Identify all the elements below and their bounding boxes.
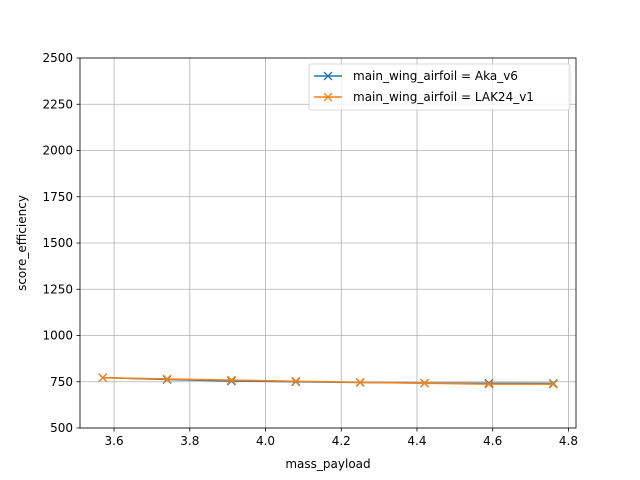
x-tick-label: 4.0 xyxy=(256,434,275,448)
y-axis-label: score_efficiency xyxy=(15,195,29,291)
x-tick-label: 4.2 xyxy=(332,434,351,448)
y-tick-label: 1500 xyxy=(42,236,73,250)
data-point-marker xyxy=(226,376,236,386)
legend-label: main_wing_airfoil = LAK24_v1 xyxy=(353,90,534,104)
x-tick-label: 4.6 xyxy=(483,434,502,448)
x-axis-label: mass_payload xyxy=(285,457,370,471)
x-axis-ticks: 3.6 3.8 4.0 4.2 4.4 4.6 4.8 xyxy=(105,428,578,448)
data-point-marker xyxy=(548,379,558,389)
y-tick-label: 1250 xyxy=(42,282,73,296)
legend-marker xyxy=(323,71,333,81)
x-tick-label: 4.8 xyxy=(559,434,578,448)
series-layer xyxy=(98,373,558,389)
y-tick-label: 1750 xyxy=(42,190,73,204)
y-tick-label: 500 xyxy=(50,421,73,435)
y-tick-label: 2000 xyxy=(42,144,73,158)
y-axis-ticks: 500 750 1000 1250 1500 1750 2000 2250 2500 xyxy=(42,51,80,435)
x-tick-label: 3.8 xyxy=(180,434,199,448)
data-point-marker xyxy=(98,373,108,383)
x-tick-label: 3.6 xyxy=(105,434,124,448)
y-tick-label: 1000 xyxy=(42,329,73,343)
data-point-marker xyxy=(420,378,430,388)
data-point-marker xyxy=(355,377,365,387)
data-point-marker xyxy=(162,374,172,384)
y-tick-label: 2500 xyxy=(42,51,73,65)
legend-label: main_wing_airfoil = Aka_v6 xyxy=(353,69,518,83)
legend-marker xyxy=(323,92,333,102)
legend: main_wing_airfoil = Aka_v6 main_wing_airf… xyxy=(308,63,571,111)
x-tick-label: 4.4 xyxy=(407,434,426,448)
data-point-marker xyxy=(291,376,301,386)
y-tick-label: 2250 xyxy=(42,97,73,111)
legend-box xyxy=(308,63,571,111)
data-point-marker xyxy=(226,375,236,385)
series-2 xyxy=(98,373,558,389)
legend-entry: main_wing_airfoil = Aka_v6 xyxy=(314,69,518,83)
data-point-marker xyxy=(484,378,494,388)
data-point-marker xyxy=(484,379,494,389)
series-line xyxy=(102,376,554,385)
legend-entry: main_wing_airfoil = LAK24_v1 xyxy=(314,90,534,104)
y-tick-label: 750 xyxy=(50,375,73,389)
